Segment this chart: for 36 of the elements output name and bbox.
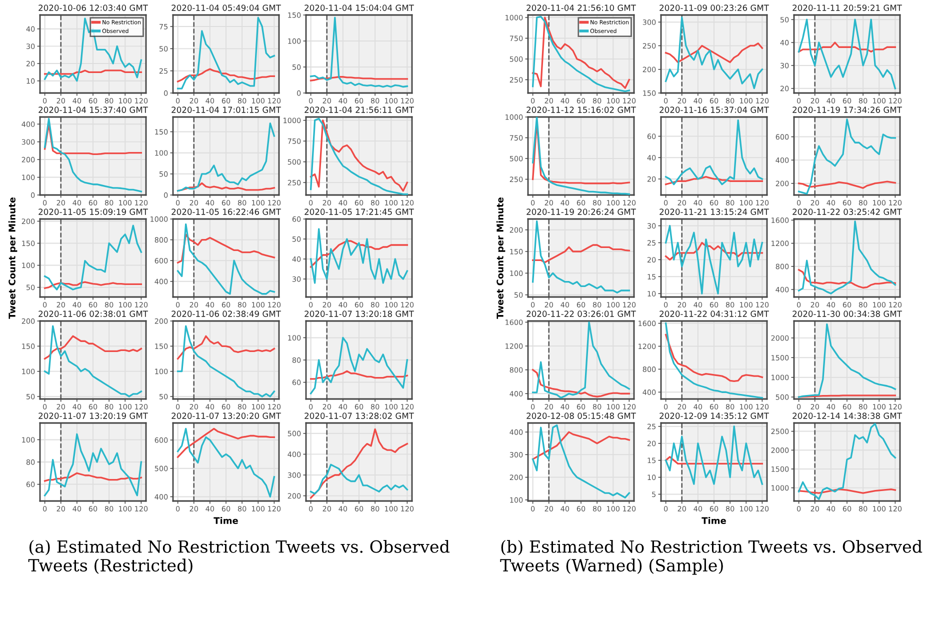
chart-title: 2020-12-08 05:15:48 GMT (526, 412, 636, 419)
text: (a) Estimated No Restriction Tweets vs. Observed Tweets (Restricted) (28, 540, 450, 574)
chart-title: 2020-11-22 03:26:01 GMT (526, 310, 636, 317)
chart-title: 2020-11-07 13:28:02 GMT (304, 412, 414, 419)
chart-title: 2020-11-05 15:09:19 GMT (38, 208, 148, 215)
chart-title: 2020-11-05 16:22:46 GMT (172, 208, 281, 215)
text: (b) Estimated No Restriction Tweets vs. Observed Tweets (Warned) (Sample) (500, 540, 922, 575)
chart-title: 2020-11-16 15:37:04 GMT (660, 106, 769, 113)
chart-title: 2020-11-04 21:56:11 GMT (304, 106, 414, 113)
chart-title: 2020-11-07 13:20:19 GMT (38, 412, 148, 419)
chart-title: 2020-10-06 12:03:40 GMT (38, 4, 148, 11)
chart-title: 2020-11-22 03:25:42 GMT (792, 208, 902, 215)
chart-title: 2020-11-04 15:04:04 GMT (304, 4, 414, 11)
chart-title: 2020-11-09 00:23:26 GMT (660, 4, 769, 11)
chart-title: 2020-11-05 17:21:45 GMT (304, 208, 414, 215)
chart-title: 2020-11-04 21:56:10 GMT (526, 4, 636, 11)
chart-title: 2020-11-12 15:16:02 GMT (526, 106, 636, 113)
chart-title: 2020-11-07 13:20:18 GMT (304, 310, 414, 317)
chart-title: 2020-11-06 02:38:01 GMT (38, 310, 148, 317)
chart-title: 2020-11-07 13:20:20 GMT (172, 412, 281, 419)
chart-title: 2020-11-19 17:34:26 GMT (792, 106, 902, 113)
x-axis-title: Time (702, 517, 726, 524)
chart-title: 2020-11-06 02:38:49 GMT (172, 310, 281, 317)
chart-title: 2020-11-21 13:15:24 GMT (660, 208, 769, 215)
chart-title: 2020-11-19 20:26:24 GMT (526, 208, 636, 215)
x-axis-title: Time (214, 517, 238, 524)
chart-title: 2020-11-30 00:34:38 GMT (792, 310, 902, 317)
chart-title: 2020-11-11 20:59:21 GMT (792, 4, 902, 11)
chart-title: 2020-11-04 17:01:15 GMT (172, 106, 281, 113)
chart-title: 2020-11-04 15:37:40 GMT (38, 106, 148, 113)
chart-title: 2020-12-14 14:38:38 GMT (792, 412, 902, 419)
chart-title: 2020-12-09 14:35:12 GMT (660, 412, 769, 419)
y-axis-title: Tweet Count per Minute (8, 197, 18, 319)
chart-title: 2020-11-22 04:31:12 GMT (660, 310, 769, 317)
chart-title: 2020-11-04 05:49:04 GMT (172, 4, 281, 11)
y-axis-title: Tweet Count per Minute (496, 197, 506, 319)
